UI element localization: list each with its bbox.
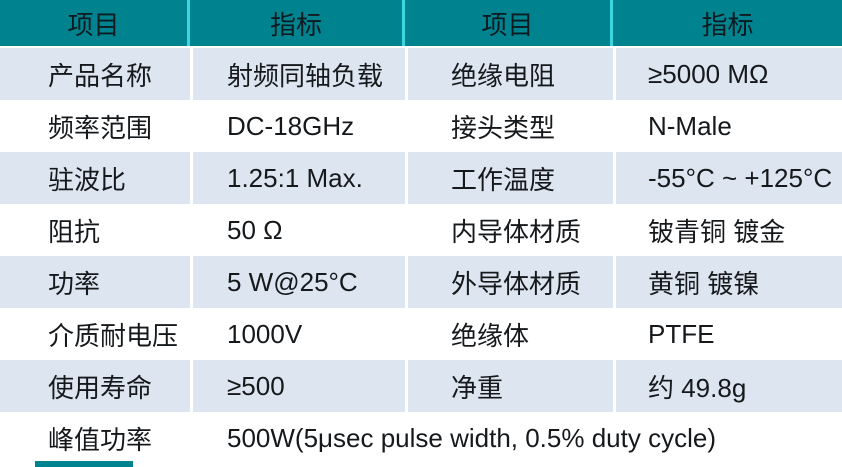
header-spec-right: 指标 <box>701 9 754 40</box>
row-label-left: 产品名称 <box>48 60 153 91</box>
row-value-left: 1000V <box>190 308 405 360</box>
row-value-right: ≥5000 MΩ <box>613 48 842 100</box>
table-row: 使用寿命 ≥500 净重 约 49.8g <box>0 360 842 412</box>
row-label-right: 绝缘电阻 <box>405 48 613 100</box>
row-label-left: 功率 <box>48 268 101 299</box>
row-value-left: 1.25:1 Max. <box>190 152 405 204</box>
row-value-right: -55°C ~ +125°C <box>613 152 842 204</box>
row-label-left: 使用寿命 <box>48 372 153 403</box>
row-value-right: 铍青铜 镀金 <box>613 204 842 256</box>
row-value-left: 50 Ω <box>190 204 405 256</box>
row-value-right: N-Male <box>613 100 842 152</box>
row-value-left: ≥500 <box>190 360 405 412</box>
row-label-left: 介质耐电压 <box>48 320 179 351</box>
next-section-peek <box>35 461 133 467</box>
row-value-left: 5 W@25°C <box>190 256 405 308</box>
peak-power-value: 500W(5μsec pulse width, 0.5% duty cycle) <box>227 422 716 453</box>
table-row: 功率 5 W@25°C 外导体材质 黄铜 镀镍 <box>0 256 842 308</box>
row-value-right: PTFE <box>613 308 842 360</box>
peak-power-row: 峰值功率 500W(5μsec pulse width, 0.5% duty c… <box>0 412 842 464</box>
row-label-right: 外导体材质 <box>405 256 613 308</box>
table-row: 产品名称 射频同轴负载 绝缘电阻 ≥5000 MΩ <box>0 48 842 100</box>
row-value-right: 黄铜 镀镍 <box>613 256 842 308</box>
row-value-left: 射频同轴负载 <box>190 48 405 100</box>
table-row: 驻波比 1.25:1 Max. 工作温度 -55°C ~ +125°C <box>0 152 842 204</box>
header-item-right: 项目 <box>405 0 613 46</box>
table-header-row: 项目 指标 项目 指标 <box>0 0 842 48</box>
header-item-left: 项目 <box>0 0 190 46</box>
table-row: 阻抗 50 Ω 内导体材质 铍青铜 镀金 <box>0 204 842 256</box>
table-row: 频率范围 DC-18GHz 接头类型 N-Male <box>0 100 842 152</box>
row-label-right: 接头类型 <box>405 100 613 152</box>
row-label-left: 频率范围 <box>48 112 153 143</box>
row-value-right: 约 49.8g <box>613 360 842 412</box>
row-value-left: DC-18GHz <box>190 100 405 152</box>
header-spec-left: 指标 <box>190 0 405 46</box>
row-label-right: 绝缘体 <box>405 308 613 360</box>
table-row: 介质耐电压 1000V 绝缘体 PTFE <box>0 308 842 360</box>
row-label-left: 阻抗 <box>48 216 101 247</box>
row-label-right: 内导体材质 <box>405 204 613 256</box>
peak-power-label: 峰值功率 <box>48 424 153 455</box>
row-label-right: 净重 <box>405 360 613 412</box>
row-label-left: 驻波比 <box>48 164 127 195</box>
row-label-right: 工作温度 <box>405 152 613 204</box>
